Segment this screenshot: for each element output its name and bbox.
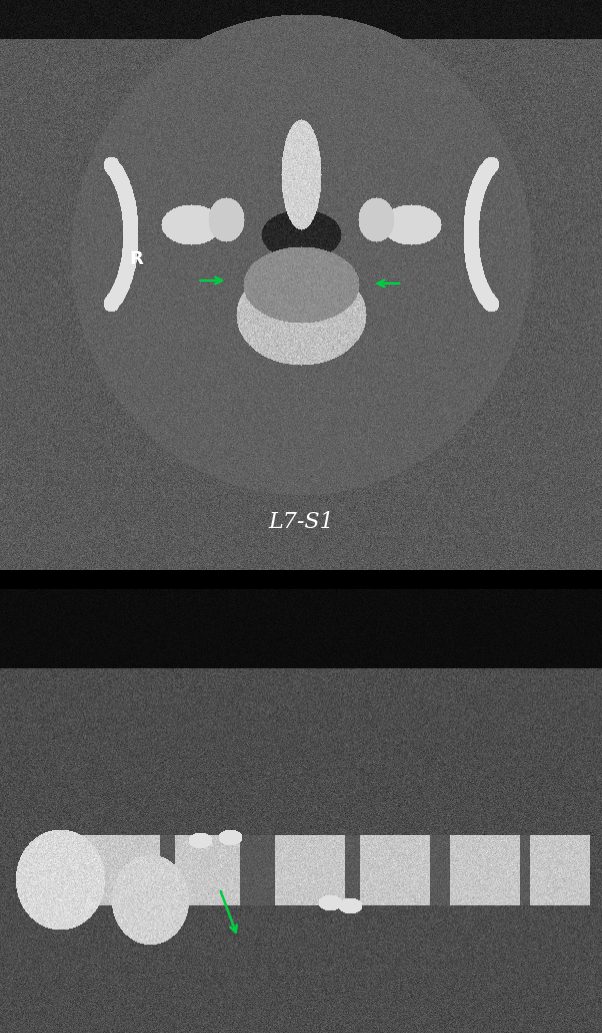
- Text: R: R: [129, 250, 143, 269]
- Text: L7-S1: L7-S1: [268, 510, 334, 533]
